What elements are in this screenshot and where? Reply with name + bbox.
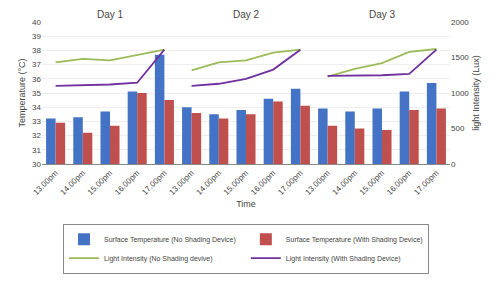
svg-text:30: 30	[32, 160, 41, 169]
svg-text:Time: Time	[236, 199, 256, 209]
svg-text:38: 38	[32, 46, 41, 55]
svg-text:1500: 1500	[451, 53, 469, 62]
svg-text:40: 40	[32, 18, 41, 27]
svg-text:0: 0	[451, 160, 456, 169]
svg-text:35: 35	[32, 89, 41, 98]
svg-text:Day 3: Day 3	[369, 9, 396, 20]
svg-text:31: 31	[32, 146, 41, 155]
svg-text:500: 500	[451, 124, 465, 133]
svg-text:14.00pm: 14.00pm	[59, 168, 88, 197]
svg-text:17.00pm: 17.00pm	[276, 168, 305, 197]
svg-text:Surface Temperature (With Shad: Surface Temperature (With Shading Device…	[286, 236, 423, 244]
svg-text:15.00pm: 15.00pm	[86, 168, 115, 197]
svg-text:14.00pm: 14.00pm	[331, 168, 360, 197]
svg-text:17.00pm: 17.00pm	[412, 168, 441, 197]
svg-text:Light Intensity (No Shading de: Light Intensity (No Shading devive)	[104, 255, 213, 263]
svg-text:32: 32	[32, 131, 41, 140]
svg-text:36: 36	[32, 75, 41, 84]
svg-text:light Intensity (Lux): light Intensity (Lux)	[471, 55, 481, 131]
svg-text:33: 33	[32, 117, 41, 126]
svg-text:16.00pm: 16.00pm	[113, 168, 142, 197]
svg-text:34: 34	[32, 103, 41, 112]
svg-text:Surface Temperature (No Shadin: Surface Temperature (No Shading Device)	[104, 236, 236, 244]
svg-text:Day 2: Day 2	[233, 9, 260, 20]
svg-text:15.00pm: 15.00pm	[358, 168, 387, 197]
svg-text:Temperature (°C): Temperature (°C)	[17, 58, 27, 127]
svg-text:37: 37	[32, 60, 41, 69]
svg-text:Day 1: Day 1	[97, 9, 124, 20]
svg-text:13.00pm: 13.00pm	[31, 168, 60, 197]
svg-text:39: 39	[32, 32, 41, 41]
svg-text:15.00pm: 15.00pm	[222, 168, 251, 197]
svg-text:1000: 1000	[451, 89, 469, 98]
svg-text:16.00pm: 16.00pm	[385, 168, 414, 197]
svg-text:2000: 2000	[451, 18, 469, 27]
svg-text:14.00pm: 14.00pm	[195, 168, 224, 197]
svg-text:17.00pm: 17.00pm	[140, 168, 169, 197]
svg-text:13.00pm: 13.00pm	[167, 168, 196, 197]
svg-text:16.00pm: 16.00pm	[249, 168, 278, 197]
svg-text:Light Intensity (With Shading: Light Intensity (With Shading Device)	[286, 255, 401, 263]
svg-text:13.00pm: 13.00pm	[303, 168, 332, 197]
